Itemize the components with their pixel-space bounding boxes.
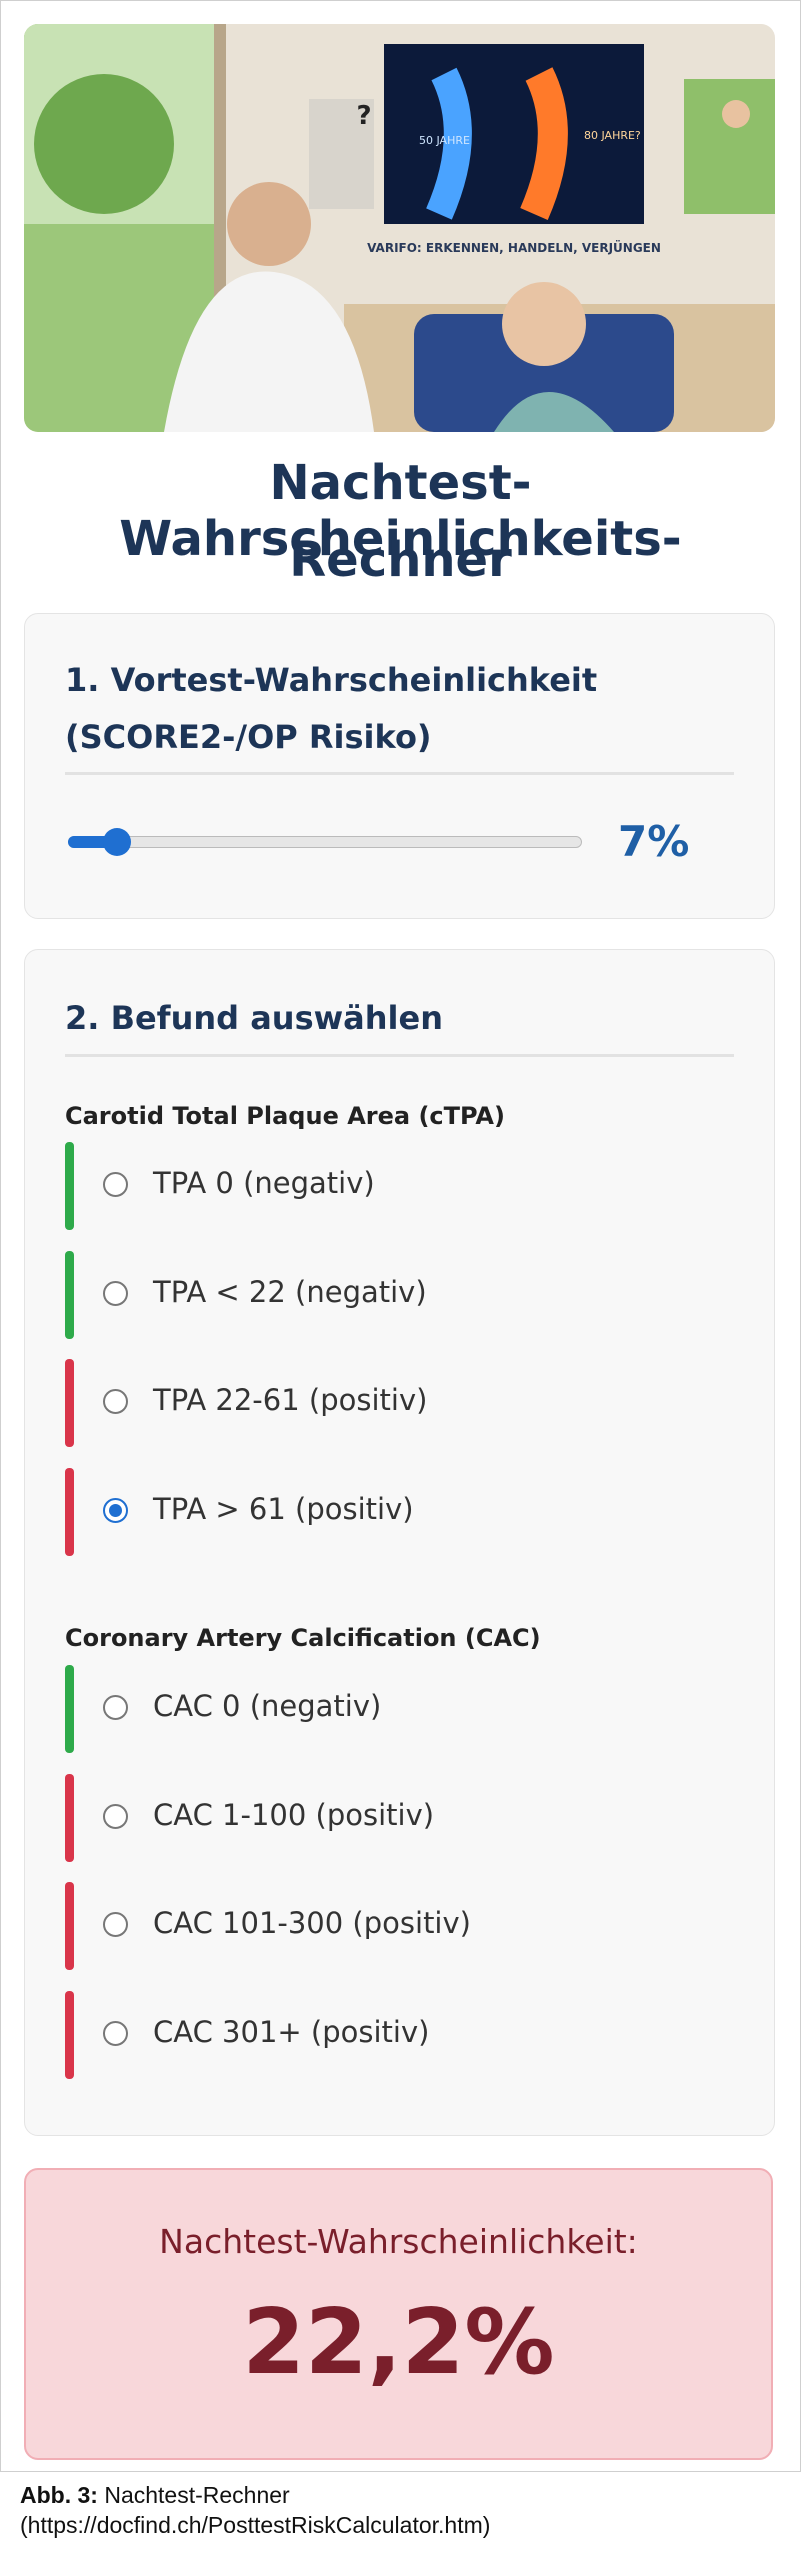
status-bar xyxy=(65,1142,74,1230)
status-bar xyxy=(65,1467,74,1556)
caption: Abb. 3: Nachtest-Rechner xyxy=(20,2482,290,2509)
radio[interactable] xyxy=(103,1172,128,1197)
status-bar xyxy=(65,1882,74,1970)
poster-left: 50 JAHRE xyxy=(419,134,470,147)
title-line: Rechner xyxy=(289,532,512,588)
option[interactable]: CAC 0 (negativ) xyxy=(65,1665,734,1753)
result-label: Nachtest-Wahrscheinlichkeit: xyxy=(159,2222,638,2261)
result-value: 22,2% xyxy=(242,2290,555,2395)
option-label: TPA < 22 (negativ) xyxy=(153,1274,427,1309)
divider xyxy=(65,1054,734,1057)
option[interactable]: TPA 0 (negativ) xyxy=(65,1142,734,1230)
status-bar xyxy=(65,1359,74,1447)
findings-card xyxy=(24,949,775,2136)
option[interactable]: TPA > 61 (positiv) xyxy=(65,1467,734,1556)
caption-text: Nachtest-Rechner xyxy=(104,2482,290,2508)
poster-right: 80 JAHRE? xyxy=(584,129,641,142)
status-bar xyxy=(65,1665,74,1753)
patient xyxy=(502,282,586,366)
option-label: TPA 22-61 (positiv) xyxy=(153,1383,428,1417)
group-title: Coronary Artery Calcification (CAC) xyxy=(65,1624,541,1652)
card-heading: 1. Vortest-Wahrscheinlichkeit xyxy=(65,661,598,699)
radio[interactable] xyxy=(103,1389,128,1414)
radio[interactable] xyxy=(103,1803,128,1829)
photo-right xyxy=(684,79,775,214)
option-label: CAC 0 (negativ) xyxy=(153,1689,382,1723)
pretest-card xyxy=(24,613,775,919)
radio[interactable] xyxy=(103,1280,128,1306)
option-label: TPA > 61 (positiv) xyxy=(153,1491,414,1526)
pretest-value: 7% xyxy=(618,817,690,866)
option-label: CAC 301+ (positiv) xyxy=(153,2014,430,2049)
doctor xyxy=(227,182,311,266)
option[interactable]: TPA 22-61 (positiv) xyxy=(65,1359,734,1447)
status-bar xyxy=(65,1773,74,1862)
option-label: CAC 101-300 (positiv) xyxy=(153,1906,471,1940)
artery-plaque xyxy=(520,67,568,221)
caption-url: (https://docfind.ch/PosttestRiskCalculat… xyxy=(20,2512,491,2538)
screen xyxy=(384,44,644,224)
runner xyxy=(722,100,750,128)
caption-prefix: Abb. 3: xyxy=(20,2482,98,2508)
slider-track[interactable] xyxy=(68,836,582,848)
option-label: TPA 0 (negativ) xyxy=(153,1166,375,1200)
result-box xyxy=(24,2168,773,2460)
patient-body xyxy=(494,392,614,432)
option[interactable]: CAC 301+ (positiv) xyxy=(65,1990,734,2079)
radio[interactable] xyxy=(103,1497,128,1523)
status-bar xyxy=(65,1990,74,2079)
radio[interactable] xyxy=(103,1695,128,1720)
group-title: Carotid Total Plaque Area (cTPA) xyxy=(65,1102,505,1130)
title-line: Nachtest-Wahrscheinlichkeits- xyxy=(119,455,682,567)
artery-healthy xyxy=(426,67,472,220)
option[interactable]: CAC 101-300 (positiv) xyxy=(65,1882,734,1970)
slider-thumb[interactable] xyxy=(103,828,131,856)
photo-left xyxy=(309,99,374,209)
tree xyxy=(34,74,174,214)
radio[interactable] xyxy=(103,1912,128,1937)
option[interactable]: TPA < 22 (negativ) xyxy=(65,1250,734,1339)
option-label: CAC 1-100 (positiv) xyxy=(153,1797,435,1832)
card-heading: (SCORE2-/OP Risiko) xyxy=(65,718,432,756)
hero-image: 50 JAHRE 80 JAHRE? VARIFO: ERKENNEN, HAN… xyxy=(24,24,775,432)
patient-chair xyxy=(414,314,674,432)
status-bar xyxy=(65,1250,74,1339)
photo-question: ? xyxy=(356,101,371,131)
poster-caption: VARIFO: ERKENNEN, HANDELN, VERJÜNGEN xyxy=(367,240,661,255)
radio[interactable] xyxy=(103,2020,128,2046)
option[interactable]: CAC 1-100 (positiv) xyxy=(65,1773,734,1862)
divider xyxy=(65,772,734,775)
card-heading: 2. Befund auswählen xyxy=(65,999,443,1037)
doctor-coat xyxy=(164,271,374,432)
